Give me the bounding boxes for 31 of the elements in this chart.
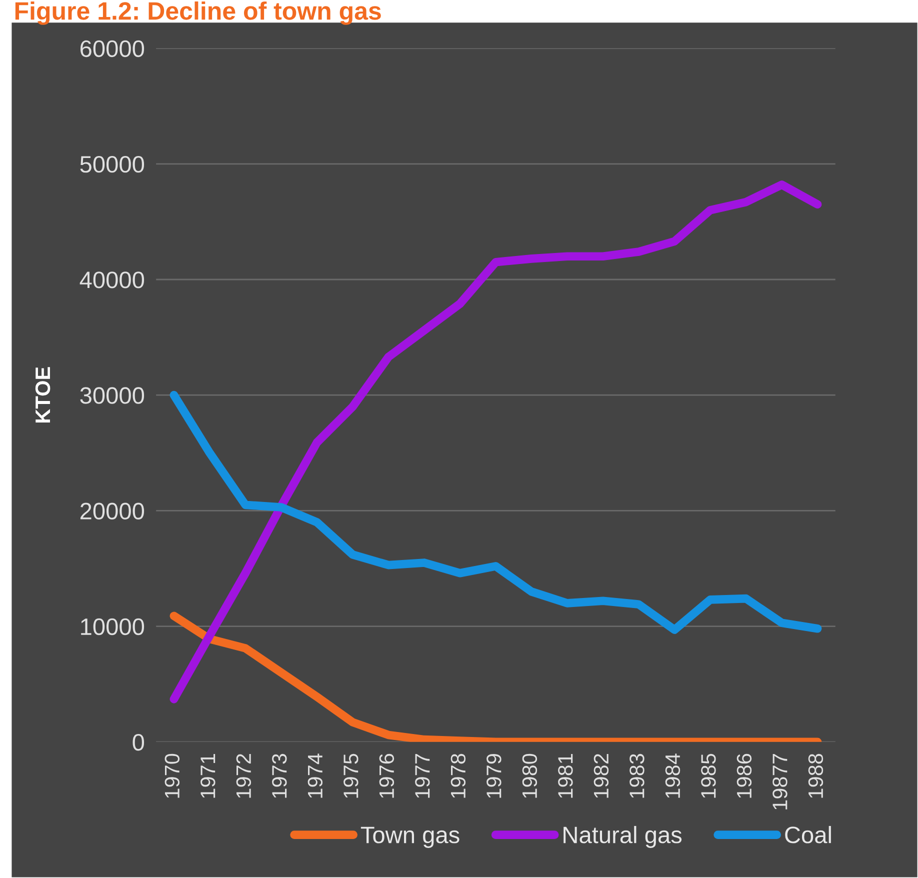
x-tick-label: 19877 bbox=[772, 754, 788, 810]
x-tick-label: 1981 bbox=[558, 754, 573, 798]
x-tick-label: 1973 bbox=[272, 754, 287, 798]
x-tick-label: 1971 bbox=[200, 754, 216, 798]
chart-title: Figure 1.2: Decline of town gas bbox=[15, 1, 381, 25]
y-axis-title: KTOE bbox=[35, 367, 50, 422]
legend-label: Town gas bbox=[360, 826, 460, 848]
x-tick-label: 1978 bbox=[450, 754, 466, 798]
legend-label: Coal bbox=[785, 826, 831, 844]
y-tick-label: 0 bbox=[132, 734, 144, 751]
x-tick-label: 1986 bbox=[736, 754, 752, 798]
y-tick-label: 10000 bbox=[81, 618, 144, 636]
x-tick-label: 1970 bbox=[164, 754, 180, 798]
x-tick-label: 1979 bbox=[486, 754, 502, 798]
x-tick-label: 1974 bbox=[308, 754, 323, 798]
y-tick-label: 40000 bbox=[80, 272, 144, 288]
legend-label: Natural gas bbox=[564, 826, 682, 848]
x-tick-label: 1980 bbox=[522, 754, 538, 798]
y-tick-label: 60000 bbox=[80, 40, 144, 58]
x-tick-label: 1988 bbox=[808, 754, 824, 798]
x-tick-label: 1982 bbox=[594, 754, 609, 798]
x-tick-label: 1976 bbox=[379, 754, 394, 798]
y-tick-label: 30000 bbox=[80, 387, 144, 404]
y-tick-label: 20000 bbox=[80, 502, 144, 520]
x-tick-label: 1977 bbox=[415, 754, 430, 798]
x-tick-label: 1983 bbox=[630, 754, 644, 798]
y-tick-label: 50000 bbox=[80, 156, 144, 173]
x-tick-label: 1972 bbox=[236, 754, 252, 798]
x-tick-label: 1985 bbox=[701, 754, 716, 798]
x-tick-label: 1984 bbox=[665, 754, 680, 798]
x-tick-label: 1975 bbox=[344, 754, 358, 798]
